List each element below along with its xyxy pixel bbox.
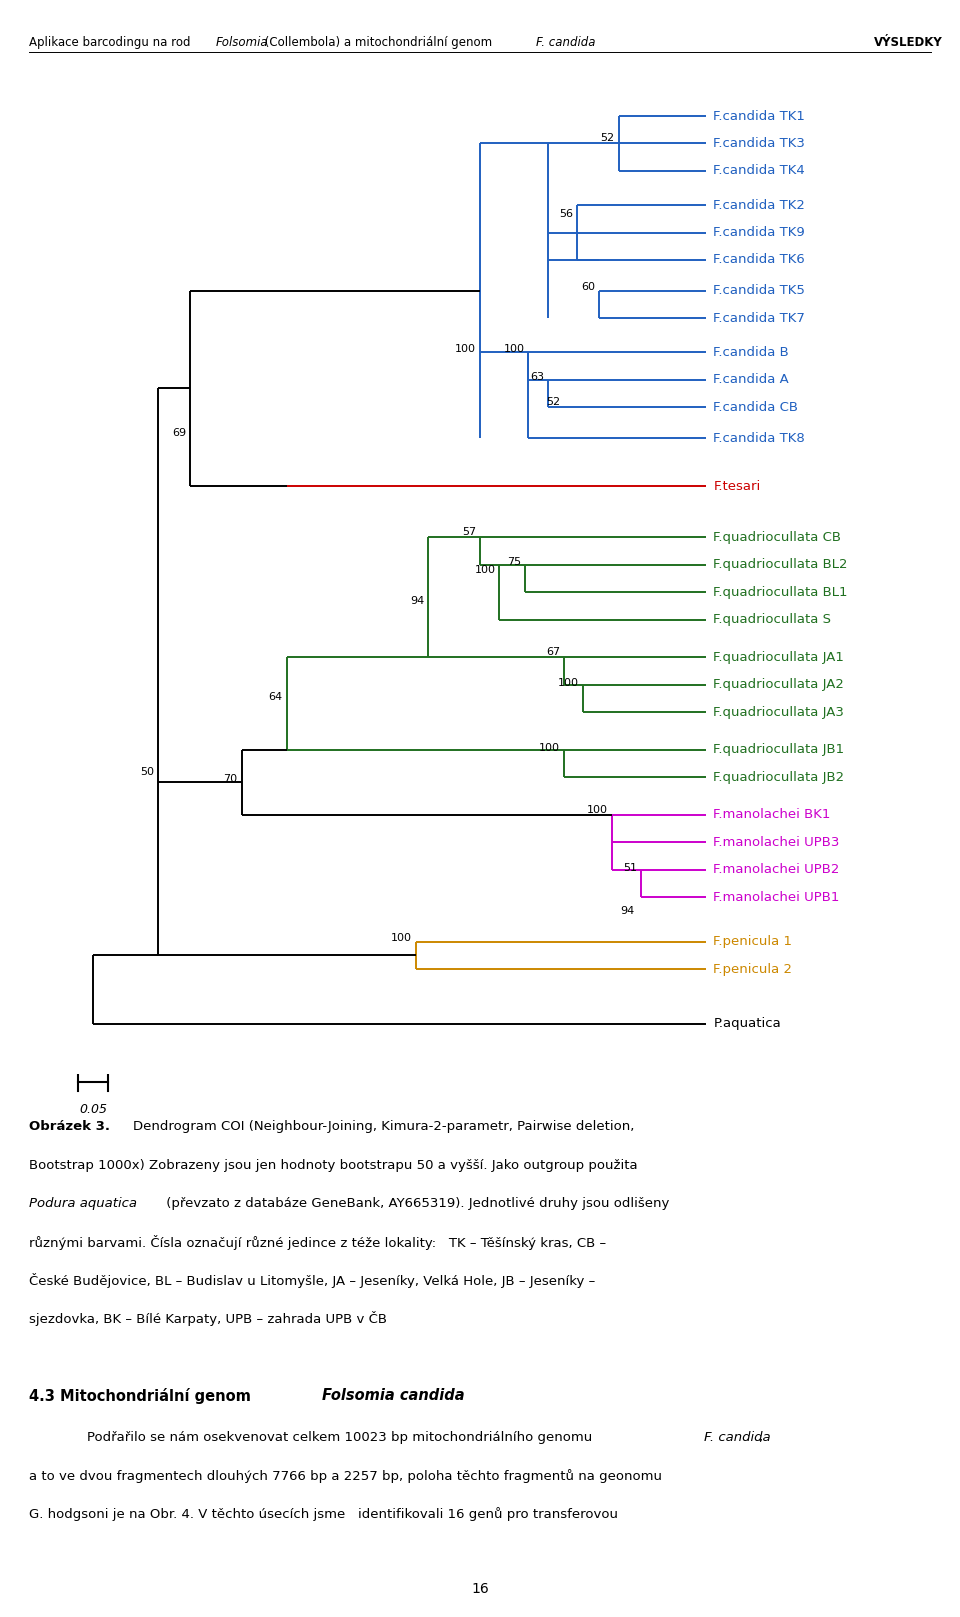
Text: 16: 16 [471, 1581, 489, 1596]
Text: F.candida TK4: F.candida TK4 [713, 165, 805, 178]
Text: a to ve dvou fragmentech dlouhých 7766 bp a 2257 bp, poloha těchto fragmentů na : a to ve dvou fragmentech dlouhých 7766 b… [29, 1470, 661, 1483]
Text: 100: 100 [474, 564, 495, 576]
Text: F.quadriocullata S: F.quadriocullata S [713, 613, 831, 626]
Text: 64: 64 [269, 692, 283, 702]
Text: 52: 52 [601, 134, 614, 144]
Text: F.manolachei UPB3: F.manolachei UPB3 [713, 836, 840, 849]
Text: 94: 94 [410, 597, 424, 606]
Text: (Collembola) a mitochondriální genom: (Collembola) a mitochondriální genom [261, 36, 496, 49]
Text: F.candida TK7: F.candida TK7 [713, 312, 805, 325]
Text: Folsomia candida: Folsomia candida [323, 1387, 465, 1404]
Text: 100: 100 [588, 805, 609, 815]
Text: F.penicula 1: F.penicula 1 [713, 935, 792, 948]
Text: Podřařilo se nám osekvenovat celkem 10023 bp mitochondriálního genomu: Podřařilo se nám osekvenovat celkem 1002… [87, 1431, 597, 1444]
Text: 4.3 Mitochondriální genom: 4.3 Mitochondriální genom [29, 1387, 255, 1404]
Text: F.quadriocullata JA3: F.quadriocullata JA3 [713, 705, 844, 718]
Text: 67: 67 [546, 647, 560, 658]
Text: F.penicula 2: F.penicula 2 [713, 962, 792, 975]
Text: 51: 51 [623, 863, 637, 873]
Text: České Budějovice, BL – Budislav u Litomyšle, JA – Jeseníky, Velká Hole, JB – Jes: České Budějovice, BL – Budislav u Litomy… [29, 1273, 595, 1289]
Text: 70: 70 [224, 775, 238, 784]
Text: 100: 100 [559, 678, 579, 689]
Text: Bootstrap 1000x) Zobrazeny jsou jen hodnoty bootstrapu 50 a vyšší. Jako outgroup: Bootstrap 1000x) Zobrazeny jsou jen hodn… [29, 1158, 637, 1172]
Text: F.candida TK3: F.candida TK3 [713, 137, 805, 150]
Text: Folsomia: Folsomia [216, 36, 269, 49]
Text: F.candida TK9: F.candida TK9 [713, 226, 805, 239]
Text: F.candida B: F.candida B [713, 346, 789, 359]
Text: F.candida TK6: F.candida TK6 [713, 254, 805, 267]
Text: F.quadriocullata JA1: F.quadriocullata JA1 [713, 652, 844, 665]
Text: různými barvami. Čísla označují různé jedince z téže lokality:   TK – Těšínský k: různými barvami. Čísla označují různé je… [29, 1235, 606, 1250]
Text: F.quadriocullata JB2: F.quadriocullata JB2 [713, 771, 845, 784]
Text: 100: 100 [391, 933, 412, 943]
Text: 50: 50 [140, 766, 154, 778]
Text: sjezdovka, BK – Bílé Karpaty, UPB – zahrada UPB v ČB: sjezdovka, BK – Bílé Karpaty, UPB – zahr… [29, 1311, 387, 1326]
Text: (převzato z databáze GeneBank, AY665319). Jednotlivé druhy jsou odlišeny: (převzato z databáze GeneBank, AY665319)… [162, 1197, 670, 1210]
Text: F.quadriocullata CB: F.quadriocullata CB [713, 530, 841, 543]
Text: F. candida: F. candida [704, 1431, 771, 1444]
Text: 63: 63 [530, 372, 543, 382]
Text: F.quadriocullata BL2: F.quadriocullata BL2 [713, 558, 848, 571]
Text: G. hodgsoni je na Obr. 4. V těchto úsecích jsme   identifikovali 16 genů pro tra: G. hodgsoni je na Obr. 4. V těchto úsecí… [29, 1507, 618, 1522]
Text: 100: 100 [539, 744, 560, 754]
Text: F.candida A: F.candida A [713, 374, 789, 386]
Text: VÝSLEDKY: VÝSLEDKY [874, 36, 943, 49]
Text: Podura aquatica: Podura aquatica [29, 1197, 137, 1210]
Text: P.aquatica: P.aquatica [713, 1017, 781, 1030]
Text: 100: 100 [503, 344, 524, 354]
Text: 0.05: 0.05 [79, 1103, 108, 1116]
Text: Obrázek 3.: Obrázek 3. [29, 1121, 109, 1134]
Text: F.candida TK2: F.candida TK2 [713, 199, 805, 212]
Text: F. candida: F. candida [536, 36, 595, 49]
Text: F.manolachei UPB1: F.manolachei UPB1 [713, 891, 840, 904]
Text: Dendrogram COI (Neighbour-Joining, Kimura-2-parametr, Pairwise deletion,: Dendrogram COI (Neighbour-Joining, Kimur… [132, 1121, 634, 1134]
Text: 75: 75 [507, 556, 521, 566]
Text: F.quadriocullata JA2: F.quadriocullata JA2 [713, 678, 844, 690]
Text: F.candida TK5: F.candida TK5 [713, 285, 805, 298]
Text: F.candida TK1: F.candida TK1 [713, 110, 805, 123]
Text: 60: 60 [582, 283, 595, 293]
Text: F.candida CB: F.candida CB [713, 401, 799, 414]
Text: 69: 69 [172, 429, 186, 438]
Text: F.quadriocullata BL1: F.quadriocullata BL1 [713, 585, 848, 598]
Text: 56: 56 [559, 209, 573, 218]
Text: ,: , [758, 1431, 762, 1444]
Text: F.quadriocullata JB1: F.quadriocullata JB1 [713, 744, 845, 757]
Text: F.manolachei UPB2: F.manolachei UPB2 [713, 863, 840, 876]
Text: F.candida TK8: F.candida TK8 [713, 432, 805, 445]
Text: F.tesari: F.tesari [713, 480, 760, 493]
Text: 52: 52 [546, 398, 560, 407]
Text: 100: 100 [455, 344, 476, 354]
Text: F.manolachei BK1: F.manolachei BK1 [713, 808, 830, 821]
Text: 57: 57 [462, 527, 476, 537]
Text: 94: 94 [620, 906, 635, 915]
Text: Aplikace barcodingu na rod: Aplikace barcodingu na rod [29, 36, 194, 49]
